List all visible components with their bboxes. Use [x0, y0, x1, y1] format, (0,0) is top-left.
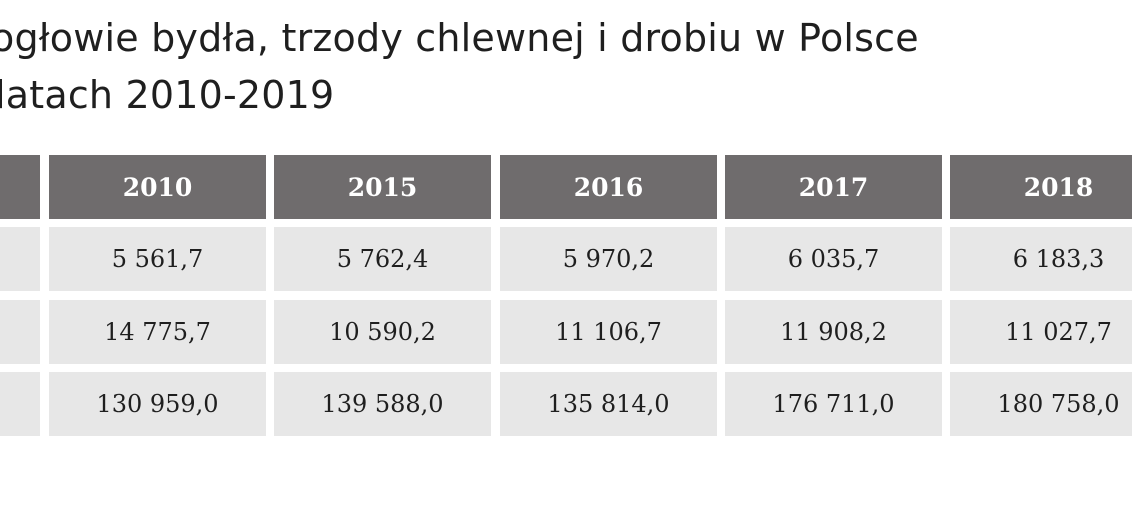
- table-cell: 6 183,3: [950, 227, 1132, 291]
- title-line-1: ogłowie bydła, trzody chlewnej i drobiu …: [0, 16, 919, 60]
- table-cell: 10 590,2: [274, 300, 491, 364]
- table-cell: 5 561,7: [49, 227, 266, 291]
- table-header-year: 2016: [500, 155, 717, 219]
- table-header-year: 2015: [274, 155, 491, 219]
- table-row-label: [0, 300, 40, 364]
- table-header-year: 2010: [49, 155, 266, 219]
- table-row-label: [0, 227, 40, 291]
- table-cell: 5 762,4: [274, 227, 491, 291]
- table-cell: 14 775,7: [49, 300, 266, 364]
- table-cell: 6 035,7: [725, 227, 942, 291]
- table-cell: 180 758,0: [950, 372, 1132, 436]
- table-header-year: 2018: [950, 155, 1132, 219]
- table-header-stub: [0, 155, 40, 219]
- table-cell: 139 588,0: [274, 372, 491, 436]
- table-cell: 11 908,2: [725, 300, 942, 364]
- table-header-year: 2017: [725, 155, 942, 219]
- title-line-2: latach 2010-2019: [0, 73, 335, 117]
- table-cell: 135 814,0: [500, 372, 717, 436]
- table-cell: 130 959,0: [49, 372, 266, 436]
- table-cell: 5 970,2: [500, 227, 717, 291]
- table-cell: 176 711,0: [725, 372, 942, 436]
- table-row-label: [0, 372, 40, 436]
- table-cell: 11 027,7: [950, 300, 1132, 364]
- table-cell: 11 106,7: [500, 300, 717, 364]
